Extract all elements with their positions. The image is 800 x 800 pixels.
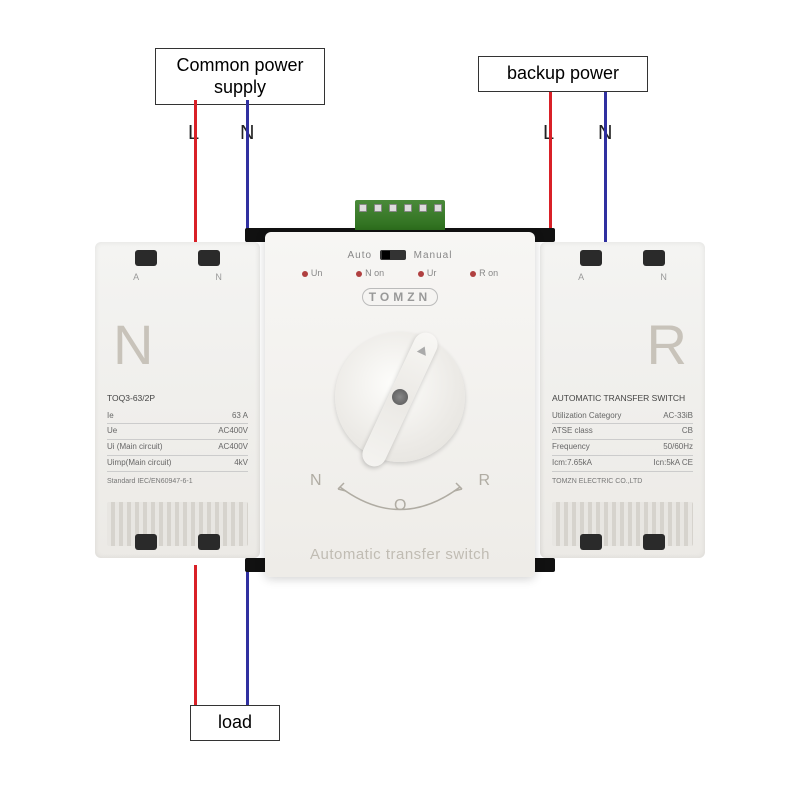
screw-icon (404, 204, 412, 212)
wire-load-L (194, 565, 197, 705)
mode-auto-label: Auto (348, 250, 373, 261)
mark-N: N (660, 272, 667, 282)
spec-k: Icm:7.65kA (552, 457, 592, 470)
dial-arc-icon (330, 477, 470, 527)
brand-label: TOMZN (265, 290, 535, 304)
control-terminal-block (355, 200, 445, 230)
left-spec-table: TOQ3-63/2P Ie 63 A Ue AC400V Ui (Main circ… (107, 392, 248, 487)
spec-v: 4kV (234, 457, 248, 470)
mode-manual-label: Manual (414, 250, 453, 261)
spec-k: Ue (107, 425, 117, 438)
spec-v: 50/60Hz (663, 441, 693, 454)
left-bot-ports (95, 534, 260, 550)
spec-v: AC-33iB (663, 410, 693, 423)
spec-v: CB (682, 425, 693, 438)
screw-icon (359, 204, 367, 212)
spec-k: Ui (Main circuit) (107, 441, 163, 454)
left-footer: Standard IEC/EN60947-6-1 (107, 476, 248, 487)
spec-k: Ie (107, 410, 114, 423)
led-icon (356, 271, 362, 277)
mark-A: A (578, 272, 584, 282)
wire-load-N (246, 565, 249, 705)
port (198, 534, 220, 550)
load-text: load (218, 712, 252, 732)
spec-v: AC400V (218, 425, 248, 438)
common-power-text: Common power supply (176, 55, 303, 97)
led-icon (418, 271, 424, 277)
screw-icon (419, 204, 427, 212)
led-ron: R on (479, 268, 498, 278)
right-footer: TOMZN ELECTRIC CO.,LTD (552, 476, 693, 487)
spec-v: AC400V (218, 441, 248, 454)
port (135, 250, 157, 266)
right-header: AUTOMATIC TRANSFER SWITCH (552, 392, 693, 406)
port (198, 250, 220, 266)
center-module: Auto Manual Un N on Ur R on TOMZN N O R (265, 232, 535, 577)
mark-A: A (133, 272, 139, 282)
port (643, 250, 665, 266)
left-module: A N N TOQ3-63/2P Ie 63 A Ue AC400V Ui (Mai… (95, 242, 260, 558)
transfer-switch-device: A N N TOQ3-63/2P Ie 63 A Ue AC400V Ui (Mai… (95, 220, 705, 580)
backup-power-label: backup power (478, 56, 648, 92)
common-power-label: Common power supply (155, 48, 325, 105)
led-non: N on (365, 268, 384, 278)
brand-text: TOMZN (362, 288, 438, 306)
mode-selector[interactable]: Auto Manual (265, 250, 535, 261)
screw-icon (389, 204, 397, 212)
led-icon (302, 271, 308, 277)
rotary-knob[interactable]: N O R (300, 317, 500, 517)
led-un: Un (311, 268, 323, 278)
device-bottom-label: Automatic transfer switch (265, 546, 535, 563)
load-label: load (190, 705, 280, 741)
right-bot-ports (540, 534, 705, 550)
screw-icon (374, 204, 382, 212)
dial-R: R (478, 472, 490, 490)
port (580, 534, 602, 550)
left-an-labels: A N (95, 272, 260, 282)
spec-v: 63 A (232, 410, 248, 423)
led-icon (470, 271, 476, 277)
port (643, 534, 665, 550)
mark-N: N (215, 272, 222, 282)
port (135, 534, 157, 550)
spec-k: ATSE class (552, 425, 593, 438)
screw-icon (434, 204, 442, 212)
spec-v: Icn:5kA CE (653, 457, 693, 470)
right-spec-table: AUTOMATIC TRANSFER SWITCH Utilization Ca… (552, 392, 693, 487)
right-top-ports (540, 250, 705, 266)
right-an-labels: A N (540, 272, 705, 282)
led-row: Un N on Ur R on (265, 268, 535, 278)
spec-k: Frequency (552, 441, 590, 454)
port (580, 250, 602, 266)
right-letter: R (647, 312, 687, 377)
dial-N: N (310, 472, 322, 490)
led-ur: Ur (427, 268, 437, 278)
right-module: A N R AUTOMATIC TRANSFER SWITCH Utilizat… (540, 242, 705, 558)
spec-k: Uimp(Main circuit) (107, 457, 171, 470)
knob-screw-icon (392, 389, 408, 405)
mode-slider-icon[interactable] (380, 250, 406, 260)
left-letter: N (113, 312, 153, 377)
spec-k: Utilization Category (552, 410, 621, 423)
left-top-ports (95, 250, 260, 266)
backup-power-text: backup power (507, 63, 619, 83)
left-header: TOQ3-63/2P (107, 392, 248, 406)
